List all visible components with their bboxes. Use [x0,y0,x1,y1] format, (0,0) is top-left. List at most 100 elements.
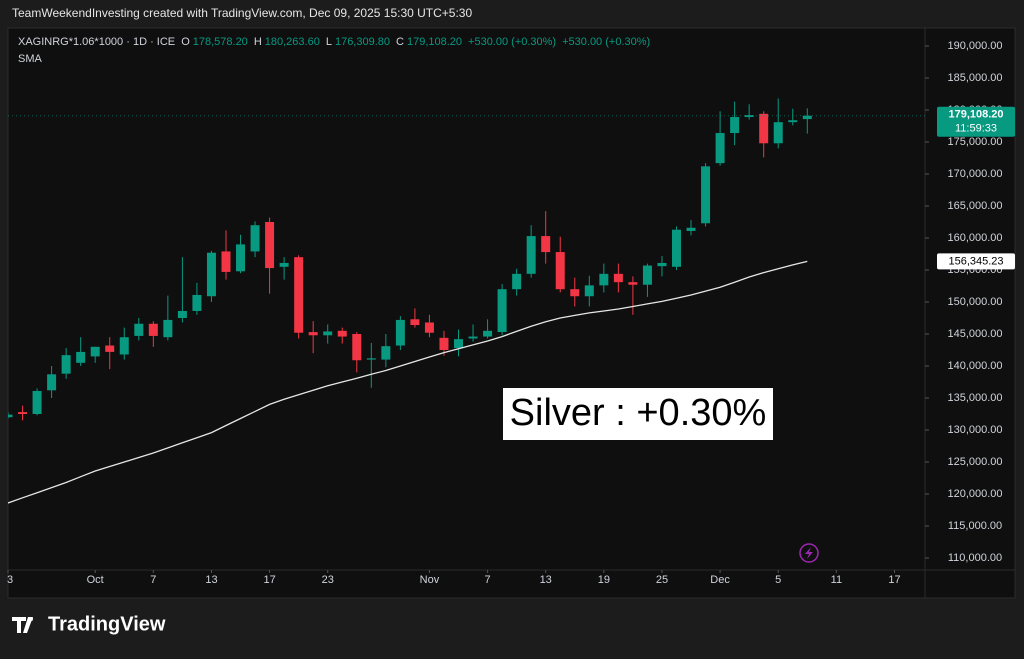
x-tick-label: 17 [888,574,900,586]
candle-body [410,319,420,326]
candle-body [454,339,464,349]
candle-body [701,166,711,224]
y-tick-label: 120,000.00 [947,488,1002,500]
legend-key: H [253,36,262,48]
y-tick-label: 145,000.00 [947,328,1002,340]
brand-logo [29,617,33,621]
candle-body [657,262,667,267]
y-tick-label: 130,000.00 [947,424,1002,436]
annotation-box [503,388,773,440]
x-tick-label: 7 [485,574,491,586]
x-tick-label: 17 [263,574,275,586]
legend-key: L [325,36,332,48]
y-tick-label: 150,000.00 [947,296,1002,308]
y-tick-label: 125,000.00 [947,456,1002,468]
y-tick-label: 160,000.00 [947,232,1002,244]
legend-key: O [181,36,190,48]
symbol: XAGINRG*1.06*1000 · 1D · ICE [18,36,176,48]
y-tick-label: 135,000.00 [947,392,1002,404]
y-tick-label: 170,000.00 [947,168,1002,180]
y-tick-label: 185,000.00 [947,72,1002,84]
legend-value: 179,108.20 [406,36,463,48]
legend: XAGINRG*1.06*1000 · 1D · ICE O 178,578.20… [18,36,656,48]
candle-body [90,346,100,357]
legend-key: C [396,36,404,48]
candle-body [279,262,289,267]
countdown: 11:59:33 [955,123,997,135]
alert-icon-bolt [805,547,813,559]
candle-body [148,323,158,336]
y-tick-label: 140,000.00 [947,360,1002,372]
candle-body [76,351,86,363]
candle-body [8,414,13,418]
candle-body [497,289,507,333]
x-tick-label: 7 [150,574,156,586]
candle-body [570,289,580,297]
candle-body [206,252,216,297]
candle-body [744,115,754,118]
candle-body [163,319,173,338]
candle-body [802,115,812,120]
candle-body [715,133,725,164]
brand: TradingView [48,613,166,635]
x-tick-label: 13 [540,574,552,586]
candle-body [730,117,740,134]
candle-body [381,346,391,360]
candle-body [61,355,71,374]
candle-body [541,236,551,253]
candle-body [323,331,333,336]
x-tick-label: 3 [7,574,13,586]
last-price-tag [937,106,1015,137]
candle-body [250,225,260,252]
alert-icon[interactable] [799,543,819,563]
candle-body [613,273,623,283]
candle-body [686,227,696,231]
legend-change: +530.00 (+0.30%) [562,36,651,48]
x-tick-label: 5 [775,574,781,586]
plot-area [8,98,925,504]
sma-tag-label: 156,345.23 [948,255,1003,267]
annotation: Silver : +0.30% [510,392,767,434]
x-tick-label: Oct [87,574,104,586]
candle-body [32,390,42,414]
candle-body [483,330,493,337]
candle-body [294,257,304,333]
candle-body [628,282,638,285]
candle-body [352,334,362,361]
candle-body [773,122,783,144]
x-tick-label: 25 [656,574,668,586]
candle-body [395,319,405,346]
x-tick-label: 13 [205,574,217,586]
legend-value: 176,309.80 [334,36,391,48]
candle-body [584,285,594,297]
brand-logo [12,617,33,633]
candle-body [47,374,57,391]
x-tick-label: 11 [831,574,842,586]
candle-body [119,337,129,355]
y-tick-label: 175,000.00 [947,136,1002,148]
legend-value: 180,263.60 [264,36,320,48]
y-tick-label: 165,000.00 [947,200,1002,212]
legend-change: +530.00 (+0.30%) [468,36,557,48]
candle-body [526,236,536,274]
candle-body [177,310,187,318]
legend-sma: SMA [18,53,42,65]
candle-body [555,252,565,290]
last-price-label: 179,108.20 [948,109,1003,121]
candle-body [221,251,231,272]
candle-body [337,330,347,337]
candle-body [642,265,652,285]
candle-body [424,322,434,333]
candle-body [236,244,246,272]
candle-body [18,412,28,414]
candle-body [759,113,769,144]
panel [7,27,1016,599]
candle-body [308,332,318,336]
x-tick-label: 23 [322,574,334,586]
candle-body [671,229,681,267]
candle-body [599,273,609,286]
y-tick-label: 110,000.00 [948,552,1002,564]
sma-tag [937,253,1015,270]
